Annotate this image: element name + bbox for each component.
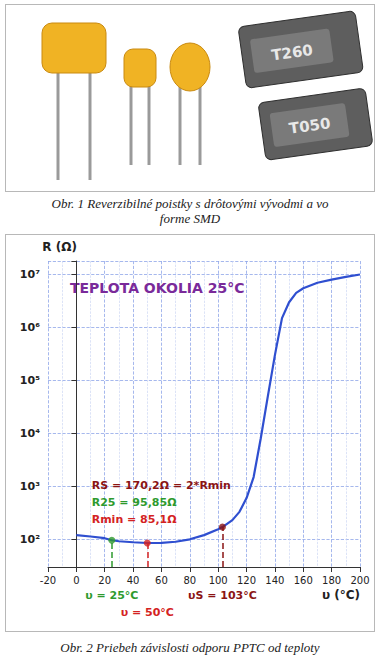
svg-text:200: 200: [350, 575, 369, 586]
html-text:Obr. 2 Priebeh závislosti odpo: Obr. 2 Priebeh závislosti odporu PPTC od…: [60, 640, 320, 655]
svg-text:υ = 25°C: υ = 25°C: [85, 589, 138, 602]
svg-text:T260: T260: [270, 41, 314, 65]
svg-text:υ (°C): υ (°C): [322, 588, 360, 602]
svg-text:TEPLOTA OKOLIA 25°C: TEPLOTA OKOLIA 25°C: [70, 280, 245, 296]
svg-text:R (Ω): R (Ω): [42, 240, 77, 254]
svg-text:υ = 50°C: υ = 50°C: [121, 606, 174, 619]
svg-text:60: 60: [155, 575, 168, 586]
svg-text:10⁵: 10⁵: [20, 374, 40, 387]
svg-text:-20: -20: [40, 575, 56, 586]
svg-text:180: 180: [322, 575, 341, 586]
svg-text:R25 = 95,85Ω: R25 = 95,85Ω: [92, 496, 177, 509]
html-text:Obr. 1 Reverzibilné poistky s: Obr. 1 Reverzibilné poistky s drôtovými …: [51, 196, 329, 226]
svg-text:υS = 103°C: υS = 103°C: [188, 589, 257, 602]
svg-text:10⁴: 10⁴: [20, 427, 40, 440]
svg-text:140: 140: [265, 575, 284, 586]
svg-text:40: 40: [127, 575, 140, 586]
svg-text:10⁶: 10⁶: [20, 321, 40, 334]
svg-text:120: 120: [237, 575, 256, 586]
svg-text:80: 80: [183, 575, 196, 586]
svg-text:10²: 10²: [20, 533, 40, 546]
svg-text:0: 0: [73, 575, 79, 586]
svg-text:Rmin = 85,1Ω: Rmin = 85,1Ω: [92, 513, 178, 526]
svg-text:10³: 10³: [20, 480, 40, 493]
svg-text:T050: T050: [288, 114, 332, 138]
svg-text:20: 20: [98, 575, 111, 586]
svg-text:RS = 170,2Ω = 2*Rmin: RS = 170,2Ω = 2*Rmin: [92, 479, 231, 492]
svg-text:10⁷: 10⁷: [20, 268, 40, 281]
svg-text:100: 100: [209, 575, 228, 586]
svg-text:160: 160: [294, 575, 313, 586]
